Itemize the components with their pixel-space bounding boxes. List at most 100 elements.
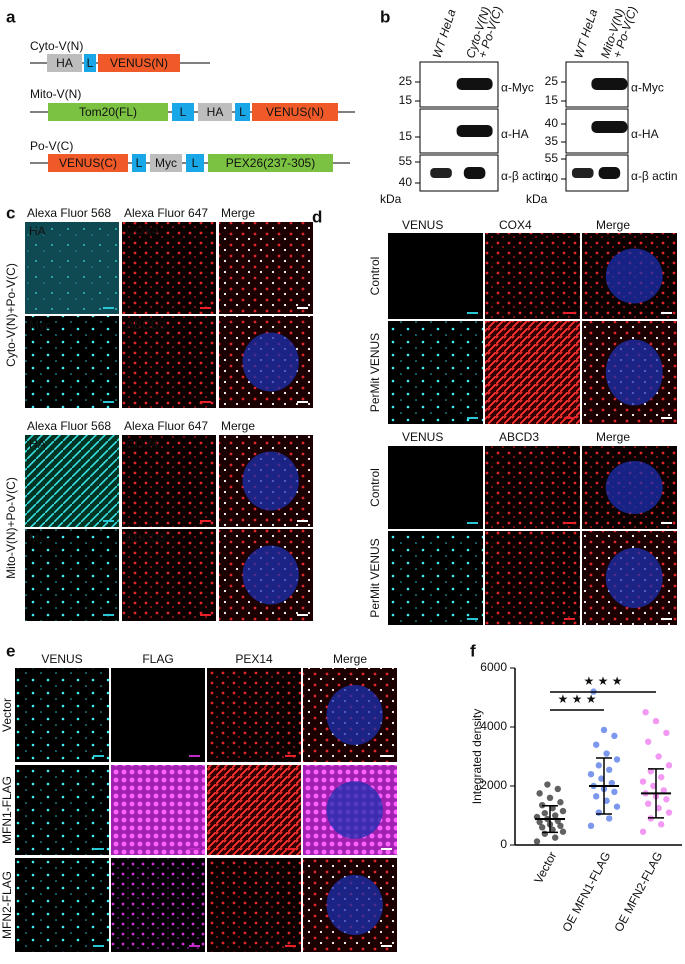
data-point [546, 794, 554, 801]
column-header: Alexa Fluor 568 [27, 206, 111, 220]
marker-label: 25 [399, 74, 413, 88]
data-point [658, 773, 665, 781]
data-point [650, 782, 657, 790]
micrograph [122, 222, 216, 314]
data-point [611, 732, 618, 740]
x-tick-label: OE MFN2-FLAG [611, 849, 665, 934]
data-point [541, 809, 548, 817]
band [598, 167, 621, 179]
data-point [552, 834, 559, 841]
domain-box [47, 54, 82, 72]
y-tick-label: 6000 [480, 660, 507, 674]
domain-label: L [87, 56, 94, 70]
construct-name: Po-V(C) [30, 139, 73, 153]
data-point [663, 796, 670, 803]
domain-box [172, 103, 194, 121]
data-point [655, 804, 662, 812]
column-header: VENUS [41, 652, 82, 666]
column-header: Alexa Fluor 568 [27, 419, 111, 433]
column-header: Alexa Fluor 647 [124, 419, 208, 433]
panel-label: f [470, 641, 476, 660]
data-point [549, 804, 556, 812]
micrograph [485, 446, 580, 529]
data-point [593, 793, 600, 800]
nucleus [326, 874, 383, 936]
micrograph [15, 858, 109, 952]
y-tick-label: 0 [500, 837, 507, 851]
row-label: PerMit VENUS [368, 333, 382, 412]
nucleus [605, 248, 663, 304]
data-point [587, 771, 595, 778]
data-point [557, 822, 564, 830]
micrograph [122, 435, 216, 527]
domain-label: L [180, 105, 187, 119]
micrograph [111, 765, 205, 855]
band [430, 168, 452, 178]
domain-label: VENUS(C) [59, 156, 117, 170]
domain-label: L [239, 105, 246, 119]
stain-label: ABCD3 [126, 531, 166, 545]
construct-name: Cyto-V(N) [30, 39, 83, 53]
construct-name: Mito-V(N) [30, 87, 81, 101]
data-point [611, 788, 618, 796]
row-label: Control [368, 468, 382, 507]
error-bar [542, 805, 558, 834]
micrograph [207, 668, 301, 762]
data-point [533, 838, 541, 845]
antibody-label: α-β actin [501, 169, 548, 183]
stain-label: HA [29, 224, 46, 238]
stain-label: Myc [29, 318, 51, 332]
data-point [655, 753, 662, 760]
column-header: Merge [221, 419, 255, 433]
marker-label: 40 [399, 175, 413, 189]
panel-label: e [6, 641, 15, 660]
domain-box [132, 154, 146, 172]
domain-box [150, 154, 182, 172]
data-point [645, 800, 652, 807]
marker-label: 40 [545, 171, 559, 185]
lane-label: WT HeLa [571, 7, 600, 60]
column-header: COX4 [499, 218, 532, 232]
y-axis-label: Integrated density [470, 709, 484, 804]
data-point [593, 741, 600, 748]
column-header: Alexa Fluor 647 [124, 206, 208, 220]
significance-label: ★ ★ ★ [584, 674, 623, 688]
data-point [613, 803, 621, 810]
micrograph [25, 316, 119, 408]
stain-label: ABCD3 [126, 318, 166, 332]
data-point [552, 812, 559, 819]
marker-label: 25 [545, 74, 559, 88]
micrograph [111, 858, 205, 952]
data-point [652, 717, 660, 725]
data-point [639, 778, 647, 785]
panel-label: c [6, 203, 15, 222]
y-tick-label: 4000 [480, 719, 507, 733]
panel-label: b [380, 7, 390, 26]
data-point [606, 815, 613, 822]
domain-label: HA [56, 56, 73, 70]
micrograph [388, 321, 483, 424]
data-point [600, 726, 608, 734]
stain-label: COX4 [126, 437, 159, 451]
micrograph [388, 531, 483, 625]
domain-label: Myc [155, 156, 177, 170]
data-point [658, 821, 665, 828]
column-header: Merge [596, 218, 630, 232]
stain-label: Myc [29, 531, 51, 545]
column-header: Merge [221, 206, 255, 220]
group-label: Mito-V(N)+Po-V(C) [4, 477, 18, 579]
domain-label: PEX26(237-305) [226, 156, 315, 170]
panel-label: a [6, 7, 16, 26]
stain-label: HA [29, 437, 46, 451]
nucleus [326, 684, 383, 746]
domain-box [48, 103, 168, 121]
data-point [639, 828, 647, 835]
data-point [536, 818, 543, 826]
marker-label: 35 [545, 134, 559, 148]
domain-label: HA [207, 105, 224, 119]
row-label: Vector [0, 698, 14, 732]
x-tick-label: Vector [531, 849, 559, 886]
domain-box [48, 154, 128, 172]
marker-label: 15 [399, 129, 413, 143]
